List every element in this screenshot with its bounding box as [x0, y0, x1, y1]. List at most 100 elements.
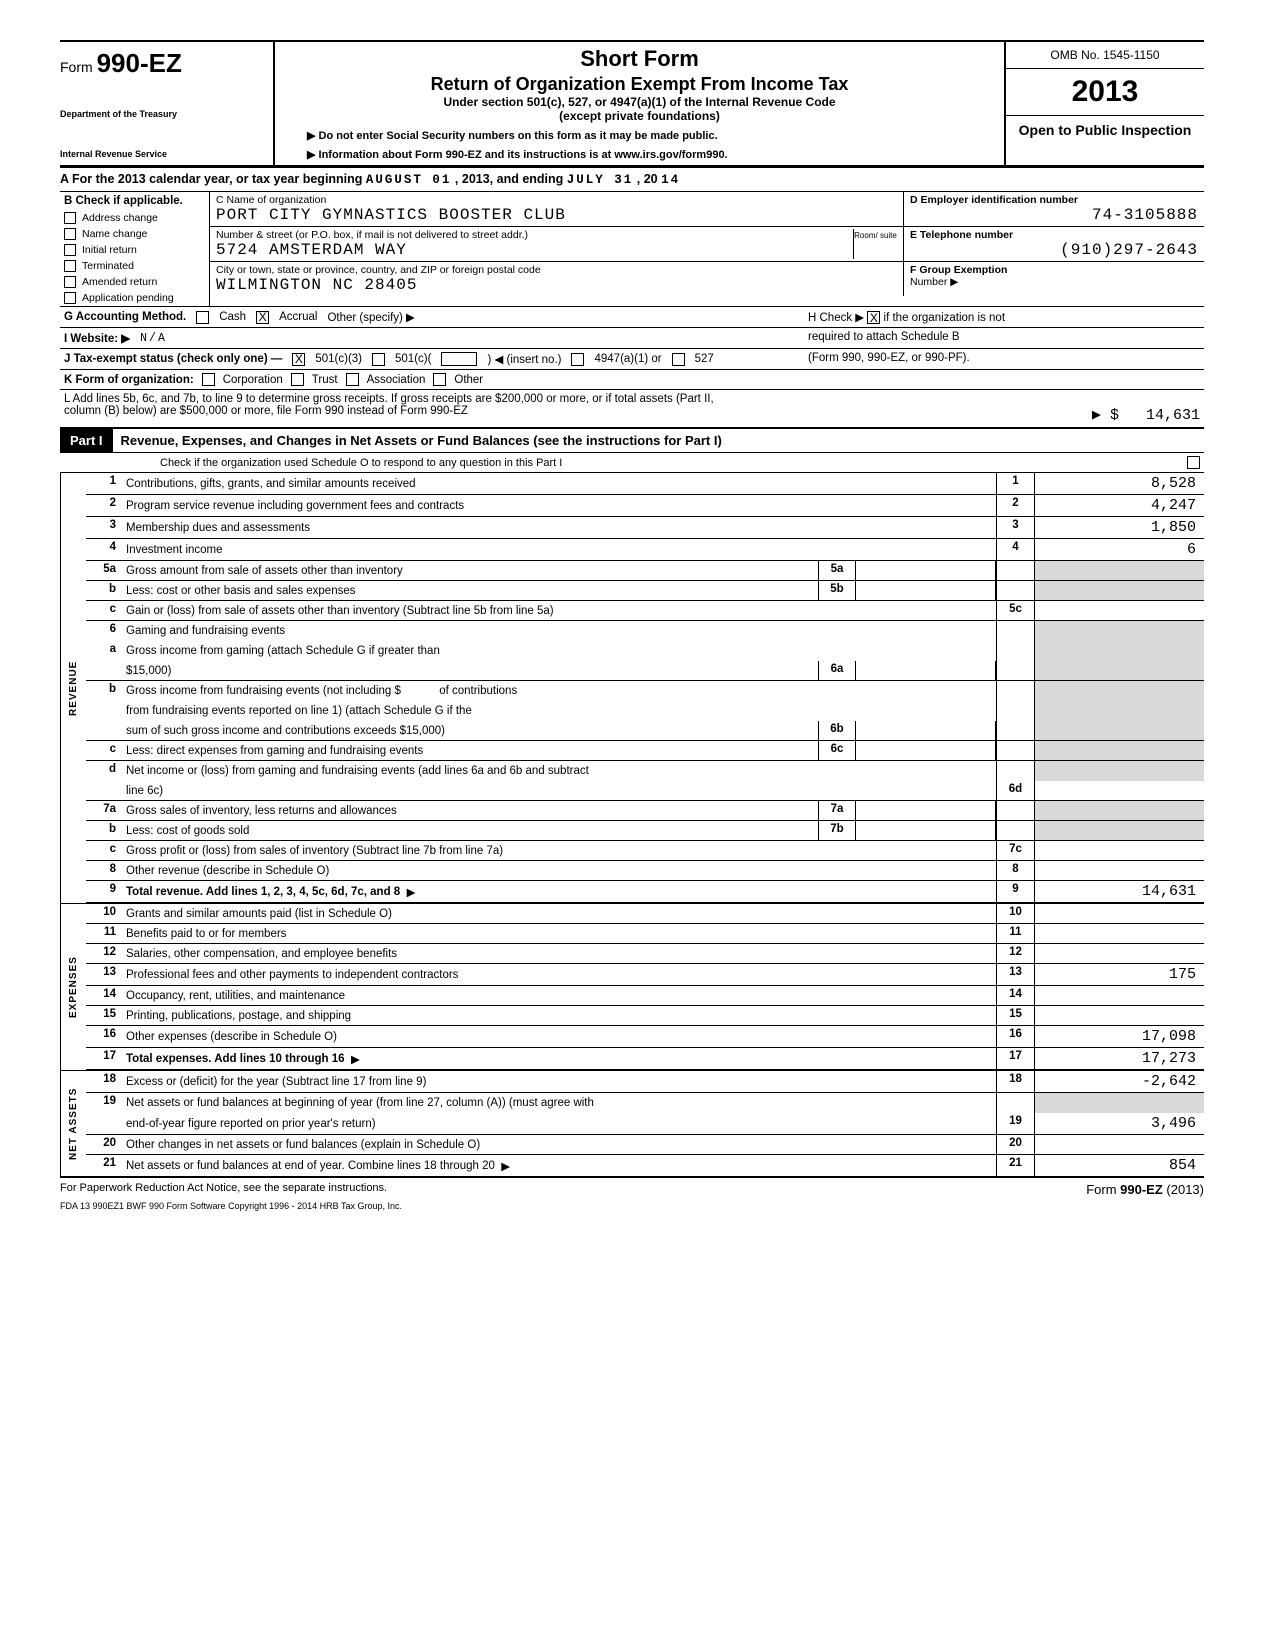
amt-18: -2,642	[1034, 1071, 1204, 1092]
chk-527[interactable]	[672, 353, 685, 366]
chk-4947[interactable]	[571, 353, 584, 366]
line-12: 12Salaries, other compensation, and empl…	[86, 944, 1204, 964]
chk-trust[interactable]	[291, 373, 304, 386]
phone-label: E Telephone number	[910, 229, 1198, 241]
line-h-cont: required to attach Schedule B	[804, 328, 1204, 348]
amt-19: 3,496	[1034, 1113, 1204, 1134]
gross-receipts-amount: 14,631	[1146, 407, 1200, 424]
sidebar-revenue: REVENUE	[60, 473, 86, 903]
line-g-label: G Accounting Method.	[64, 311, 186, 323]
footer-left: For Paperwork Reduction Act Notice, see …	[60, 1182, 387, 1197]
line-5a: 5aGross amount from sale of assets other…	[86, 561, 1204, 581]
form-label: Form	[60, 59, 93, 75]
group-exemption-number: Number ▶	[910, 276, 1198, 288]
chk-amended[interactable]: Amended return	[60, 274, 209, 290]
header-center: Short Form Return of Organization Exempt…	[275, 42, 1004, 165]
title-short-form: Short Form	[283, 46, 996, 72]
form-number-value: 990-EZ	[97, 48, 182, 78]
ein-value: 74-3105888	[910, 206, 1198, 224]
line-6d-1: dNet income or (loss) from gaming and fu…	[86, 761, 1204, 781]
phone-value: (910)297-2643	[910, 241, 1198, 259]
line-21: 21Net assets or fund balances at end of …	[86, 1155, 1204, 1176]
line-6b-3: sum of such gross income and contributio…	[86, 721, 1204, 741]
street-value: 5724 AMSTERDAM WAY	[216, 241, 853, 259]
chk-501c3[interactable]: X	[292, 353, 305, 366]
line-g: G Accounting Method. Cash XAccrual Other…	[60, 307, 804, 327]
line-18: 18Excess or (deficit) for the year (Subt…	[86, 1071, 1204, 1093]
line-7c: cGross profit or (loss) from sales of in…	[86, 841, 1204, 861]
dept-irs: Internal Revenue Service	[60, 149, 265, 159]
line-19-1: 19Net assets or fund balances at beginni…	[86, 1093, 1204, 1113]
part-1-tag: Part I	[60, 429, 113, 452]
sidebar-expenses: EXPENSES	[60, 904, 86, 1070]
amt-21: 854	[1034, 1155, 1204, 1176]
chk-initial-return[interactable]: Initial return	[60, 242, 209, 258]
line-7b: bLess: cost of goods sold7b	[86, 821, 1204, 841]
part-1-grid: REVENUE 1Contributions, gifts, grants, a…	[60, 472, 1204, 1176]
line-10: 10Grants and similar amounts paid (list …	[86, 904, 1204, 924]
form-header: Form 990-EZ Department of the Treasury I…	[60, 40, 1204, 168]
part-1-sub: Check if the organization used Schedule …	[60, 453, 1204, 472]
line-11: 11Benefits paid to or for members11	[86, 924, 1204, 944]
line-a-begin: AUGUST 01	[366, 173, 452, 187]
omb-number: OMB No. 1545-1150	[1006, 42, 1204, 69]
chk-other-org[interactable]	[433, 373, 446, 386]
chk-name-change[interactable]: Name change	[60, 226, 209, 242]
line-h: H Check ▶ X if the organization is not	[804, 307, 1204, 327]
amt-1: 8,528	[1034, 473, 1204, 494]
website-value: N/A	[140, 332, 167, 345]
line-l-2: column (B) below) are $500,000 or more, …	[60, 405, 1204, 427]
room-label: Room/ suite	[853, 229, 897, 259]
amt-3: 1,850	[1034, 517, 1204, 538]
chk-schedule-o[interactable]	[1187, 456, 1200, 469]
chk-cash[interactable]	[196, 311, 209, 324]
open-to-public: Open to Public Inspection	[1006, 116, 1204, 144]
line-9: 9Total revenue. Add lines 1, 2, 3, 4, 5c…	[86, 881, 1204, 903]
line-a-prefix: A For the 2013 calendar year, or tax yea…	[60, 172, 362, 186]
chk-schedule-b[interactable]: X	[867, 311, 880, 324]
line-19-2: end-of-year figure reported on prior yea…	[86, 1113, 1204, 1135]
line-i: I Website: ▶ N/A	[60, 328, 804, 348]
line-14: 14Occupancy, rent, utilities, and mainte…	[86, 986, 1204, 1006]
page-footer: For Paperwork Reduction Act Notice, see …	[60, 1176, 1204, 1197]
title-return: Return of Organization Exempt From Incom…	[283, 74, 996, 95]
org-name-label: C Name of organization	[216, 194, 897, 206]
row-gh: G Accounting Method. Cash XAccrual Other…	[60, 307, 1204, 328]
part-1-title: Revenue, Expenses, and Changes in Net As…	[121, 429, 1204, 452]
line-5c: cGain or (loss) from sale of assets othe…	[86, 601, 1204, 621]
chk-accrual[interactable]: X	[256, 311, 269, 324]
part-1-header: Part I Revenue, Expenses, and Changes in…	[60, 427, 1204, 453]
footer-right: Form 990-EZ (2013)	[1086, 1182, 1204, 1197]
tax-year: 2013	[1006, 69, 1204, 116]
header-left: Form 990-EZ Department of the Treasury I…	[60, 42, 275, 165]
subtitle-except: (except private foundations)	[283, 109, 996, 123]
form-page: Form 990-EZ Department of the Treasury I…	[60, 40, 1204, 1211]
chk-address-change[interactable]: Address change	[60, 210, 209, 226]
line-17: 17Total expenses. Add lines 10 through 1…	[86, 1048, 1204, 1070]
line-20: 20Other changes in net assets or fund ba…	[86, 1135, 1204, 1155]
line-3: 3Membership dues and assessments31,850	[86, 517, 1204, 539]
line-j: J Tax-exempt status (check only one) — X…	[60, 349, 804, 369]
line-l-1: L Add lines 5b, 6c, and 7b, to line 9 to…	[60, 390, 1204, 405]
note-info: ▶ Information about Form 990-EZ and its …	[283, 148, 996, 161]
line-6a-1: aGross income from gaming (attach Schedu…	[86, 641, 1204, 661]
chk-pending[interactable]: Application pending	[60, 290, 209, 306]
org-name-value: PORT CITY GYMNASTICS BOOSTER CLUB	[216, 206, 897, 224]
amt-2: 4,247	[1034, 495, 1204, 516]
city-label: City or town, state or province, country…	[216, 264, 897, 276]
chk-association[interactable]	[346, 373, 359, 386]
block-b-header: B Check if applicable.	[60, 192, 209, 210]
header-right: OMB No. 1545-1150 2013 Open to Public In…	[1004, 42, 1204, 165]
line-a-mid: , 2013, and ending	[455, 172, 563, 186]
line-2: 2Program service revenue including gover…	[86, 495, 1204, 517]
chk-501c[interactable]	[372, 353, 385, 366]
chk-terminated[interactable]: Terminated	[60, 258, 209, 274]
line-a-suffix: , 20	[637, 172, 658, 186]
line-a-end: JULY 31	[567, 173, 634, 187]
insert-no-box[interactable]	[441, 352, 477, 366]
line-5b: bLess: cost or other basis and sales exp…	[86, 581, 1204, 601]
line-k: K Form of organization: Corporation Trus…	[60, 370, 1204, 390]
line-1: 1Contributions, gifts, grants, and simil…	[86, 473, 1204, 495]
chk-corporation[interactable]	[202, 373, 215, 386]
line-13: 13Professional fees and other payments t…	[86, 964, 1204, 986]
